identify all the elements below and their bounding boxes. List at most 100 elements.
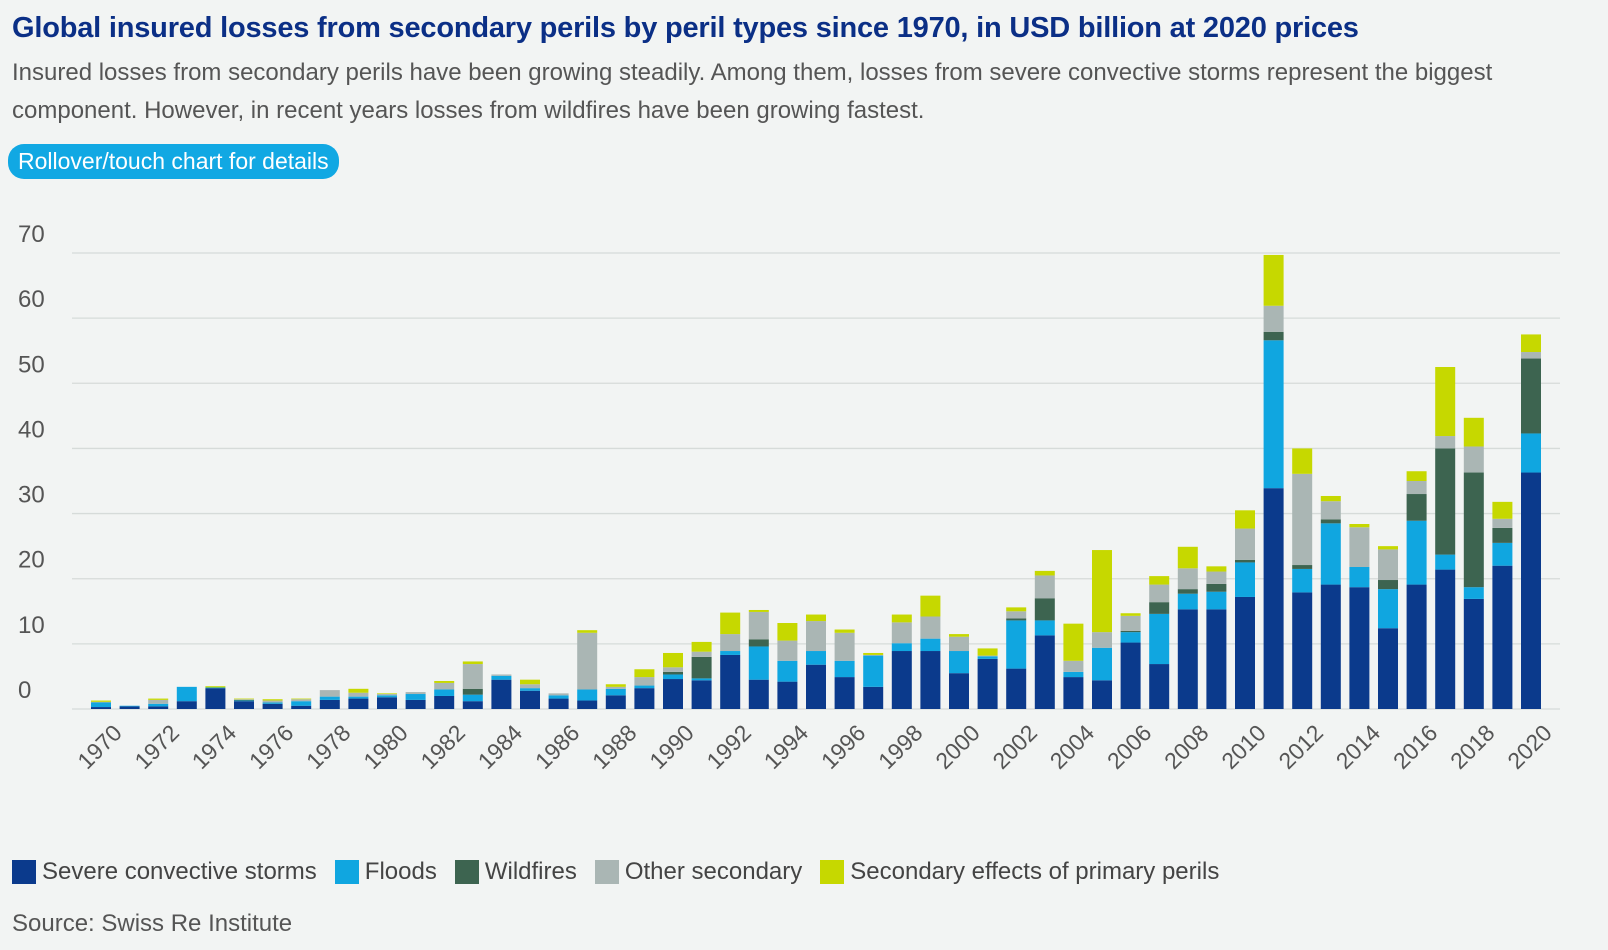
- bar-segment[interactable]: Wildfires 2013: 0.6: [1320, 519, 1341, 524]
- bar-segment[interactable]: Severe convective storms 2008: 15.3: [1177, 609, 1198, 709]
- bar-segment[interactable]: Severe convective storms 2013: 19.1: [1320, 584, 1341, 709]
- bar-segment[interactable]: Other secondary 1970: 0.1: [91, 701, 111, 703]
- bar-segment[interactable]: Secondary effects of primary perils 1982…: [434, 680, 455, 683]
- bar-segment[interactable]: Floods 1995: 2.1: [806, 651, 826, 665]
- bar-stack-2005[interactable]: Severe convective storms 2005: 4.4Floods…: [1092, 550, 1112, 709]
- bar-segment[interactable]: Secondary effects of primary perils 1999…: [920, 595, 941, 617]
- bar-stack-2020[interactable]: Severe convective storms 2020: 36.3Flood…: [1521, 334, 1541, 709]
- legend-item[interactable]: Severe convective storms: [12, 858, 317, 886]
- bar-segment[interactable]: Other secondary 2017: 1.9: [1435, 436, 1456, 449]
- bar-segment[interactable]: Floods 2010: 5.3: [1235, 562, 1255, 597]
- bar-segment[interactable]: Floods 1986: 0.5: [548, 695, 569, 699]
- bar-stack-2002[interactable]: Severe convective storms 2002: 6.2Floods…: [1006, 607, 1027, 709]
- bar-segment[interactable]: Secondary effects of primary perils 2007…: [1149, 576, 1170, 585]
- bar-segment[interactable]: Floods 1973: 2.2: [176, 686, 197, 702]
- bar-segment[interactable]: Severe convective storms 1990: 4.6: [663, 679, 683, 709]
- bar-segment[interactable]: Floods 2014: 3.1: [1349, 566, 1370, 588]
- bar-segment[interactable]: Severe convective storms 1987: 1.3: [577, 700, 598, 709]
- bar-segment[interactable]: Other secondary 2003: 3.5: [1034, 575, 1055, 599]
- bar-segment[interactable]: Floods 1998: 1.2: [891, 643, 912, 652]
- bar-segment[interactable]: Other secondary 1994: 3.1: [777, 640, 798, 661]
- bar-segment[interactable]: Secondary effects of primary perils 1998…: [891, 614, 912, 623]
- bar-stack-1978[interactable]: Severe convective storms 1978: 1.4Floods…: [319, 690, 340, 709]
- bar-segment[interactable]: Floods 1993: 5.1: [748, 646, 769, 680]
- bar-segment[interactable]: Wildfires 2017: 16.3: [1435, 448, 1456, 555]
- bar-segment[interactable]: Severe convective storms 1993: 4.5: [748, 679, 769, 709]
- bar-segment[interactable]: Other secondary 2005: 2.4: [1092, 632, 1112, 648]
- bar-segment[interactable]: Floods 2007: 7.7: [1149, 613, 1170, 665]
- bar-segment[interactable]: Secondary effects of primary perils 1983…: [462, 661, 483, 665]
- bar-segment[interactable]: Wildfires 2019: 2.3: [1492, 527, 1513, 543]
- bar-segment[interactable]: Wildfires 2020: 11.5: [1521, 358, 1541, 434]
- bar-segment[interactable]: Wildfires 2018: 17.6: [1463, 472, 1484, 588]
- bar-segment[interactable]: Severe convective storms 1982: 2: [434, 695, 455, 709]
- bar-segment[interactable]: Floods 1980: 0.3: [377, 695, 397, 698]
- bar-segment[interactable]: Floods 2013: 9.4: [1320, 523, 1341, 585]
- bar-segment[interactable]: Floods 1981: 0.9: [405, 694, 426, 700]
- legend-item[interactable]: Other secondary: [594, 858, 802, 886]
- bar-stack-2004[interactable]: Severe convective storms 2004: 4.9Floods…: [1063, 623, 1084, 709]
- bar-segment[interactable]: Floods 2003: 2.3: [1034, 620, 1055, 636]
- bar-segment[interactable]: Floods 1992: 0.6: [720, 651, 741, 655]
- legend-item[interactable]: Floods: [334, 858, 437, 886]
- bar-segment[interactable]: Other secondary 2001: 0.1: [977, 655, 998, 657]
- bar-stack-1972[interactable]: Severe convective storms 1972: 0.4Floods…: [148, 698, 169, 709]
- bar-segment[interactable]: Secondary effects of primary perils 1977…: [291, 698, 312, 700]
- bar-stack-1971[interactable]: Severe convective storms 1971: 0.4Floods…: [119, 705, 140, 709]
- bar-segment[interactable]: Severe convective storms 1989: 3.2: [634, 688, 655, 709]
- bar-segment[interactable]: Floods 1990: 0.7: [663, 674, 683, 680]
- bar-segment[interactable]: Other secondary 1975: 0.1: [234, 699, 254, 700]
- bar-segment[interactable]: Secondary effects of primary perils 2019…: [1492, 501, 1513, 519]
- bar-stack-1989[interactable]: Severe convective storms 1989: 3.2Floods…: [634, 669, 655, 709]
- bar-segment[interactable]: Other secondary 1987: 8.7: [577, 632, 598, 690]
- bar-stack-1988[interactable]: Severe convective storms 1988: 2.1Floods…: [605, 684, 626, 709]
- bar-segment[interactable]: Severe convective storms 1992: 8.3: [720, 654, 741, 709]
- bar-segment[interactable]: Floods 1997: 4.8: [863, 655, 884, 687]
- bar-segment[interactable]: Wildfires 1975: 0.1: [234, 699, 254, 701]
- bar-segment[interactable]: Other secondary 1981: 0.3: [405, 692, 426, 695]
- bar-segment[interactable]: Floods 1976: 0.2: [262, 702, 283, 704]
- bar-segment[interactable]: Floods 1977: 0.7: [291, 701, 312, 706]
- bar-segment[interactable]: Secondary effects of primary perils 1989…: [634, 669, 655, 678]
- bar-segment[interactable]: Secondary effects of primary perils 2015…: [1378, 546, 1398, 550]
- bar-segment[interactable]: Other secondary 2008: 3.2: [1177, 568, 1198, 590]
- bar-stack-2016[interactable]: Severe convective storms 2016: 19.1Flood…: [1406, 471, 1427, 709]
- bar-stack-2007[interactable]: Severe convective storms 2007: 6.9Floods…: [1149, 576, 1170, 709]
- bar-stack-2015[interactable]: Severe convective storms 2015: 12.4Flood…: [1378, 546, 1398, 709]
- bar-segment[interactable]: Secondary effects of primary perils 2020…: [1521, 334, 1541, 353]
- bar-stack-2018[interactable]: Severe convective storms 2018: 16.9Flood…: [1463, 417, 1484, 709]
- bar-segment[interactable]: Other secondary 1988: 0.3: [605, 686, 626, 689]
- bar-segment[interactable]: Secondary effects of primary perils 2009…: [1206, 566, 1227, 572]
- bar-stack-1983[interactable]: Severe convective storms 1983: 1.2Floods…: [462, 661, 483, 709]
- bar-segment[interactable]: Secondary effects of primary perils 2013…: [1320, 495, 1341, 502]
- bar-segment[interactable]: Severe convective storms 1995: 6.8: [806, 664, 826, 709]
- bar-segment[interactable]: Other secondary 1997: 0.1: [863, 654, 884, 656]
- bar-stack-1990[interactable]: Severe convective storms 1990: 4.6Floods…: [663, 652, 683, 709]
- bar-segment[interactable]: Other secondary 1972: 0.6: [148, 699, 169, 704]
- bar-segment[interactable]: Floods 2019: 3.5: [1492, 542, 1513, 566]
- bar-stack-2012[interactable]: Severe convective storms 2012: 17.9Flood…: [1292, 448, 1313, 709]
- bar-segment[interactable]: Secondary effects of primary perils 2016…: [1406, 471, 1427, 481]
- bar-segment[interactable]: Secondary effects of primary perils 1990…: [663, 652, 683, 668]
- bar-segment[interactable]: Secondary effects of primary perils 1980…: [377, 693, 397, 695]
- bar-segment[interactable]: Severe convective storms 2014: 18.7: [1349, 587, 1370, 709]
- bar-segment[interactable]: Secondary effects of primary perils 1993…: [748, 609, 769, 612]
- legend-item[interactable]: Wildfires: [454, 858, 577, 886]
- bar-segment[interactable]: Severe convective storms 2015: 12.4: [1378, 628, 1398, 709]
- bar-segment[interactable]: Other secondary 1976: 0.3: [262, 700, 283, 703]
- bar-segment[interactable]: Other secondary 1980: 0.2: [377, 694, 397, 696]
- bar-segment[interactable]: Other secondary 1991: 0.8: [691, 651, 712, 657]
- bar-segment[interactable]: Wildfires 2016: 4.1: [1406, 494, 1427, 521]
- bar-segment[interactable]: Floods 2016: 9.8: [1406, 520, 1427, 585]
- bar-segment[interactable]: Severe convective storms 1991: 4.4: [691, 680, 712, 709]
- bar-segment[interactable]: Wildfires 2003: 3.4: [1034, 598, 1055, 621]
- bar-segment[interactable]: Secondary effects of primary perils 2004…: [1063, 623, 1084, 661]
- bar-segment[interactable]: Floods 2008: 2.4: [1177, 593, 1198, 610]
- bar-segment[interactable]: Floods 1982: 1: [434, 689, 455, 696]
- bar-stack-1994[interactable]: Severe convective storms 1994: 4.2Floods…: [777, 623, 798, 709]
- bar-segment[interactable]: Severe convective storms 1975: 1.2: [234, 701, 254, 709]
- bar-stack-2014[interactable]: Severe convective storms 2014: 18.7Flood…: [1349, 523, 1370, 709]
- bar-segment[interactable]: Secondary effects of primary perils 1976…: [262, 699, 283, 701]
- bar-segment[interactable]: Floods 2000: 3.4: [949, 651, 969, 674]
- bar-stack-1981[interactable]: Severe convective storms 1981: 1.4Floods…: [405, 692, 426, 709]
